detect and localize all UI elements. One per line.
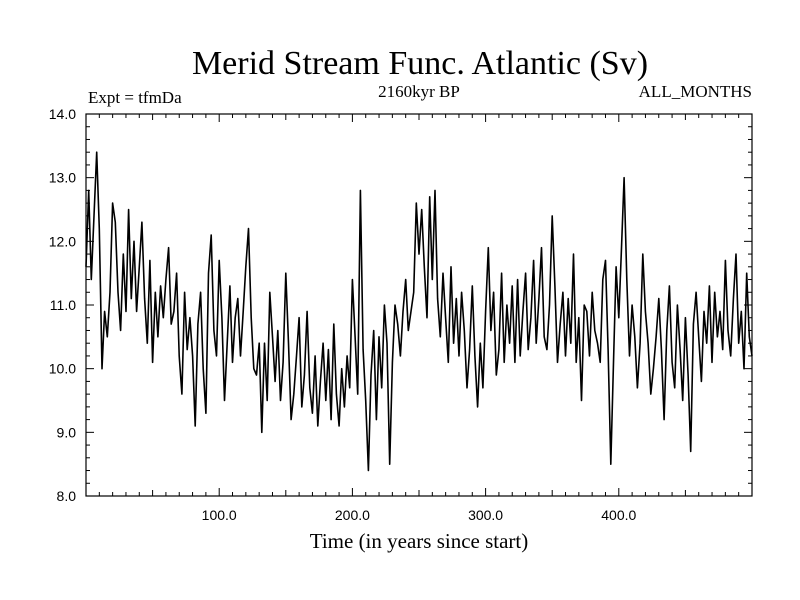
period-label: 2160kyr BP (378, 82, 460, 101)
y-tick-label: 13.0 (49, 170, 76, 186)
months-label: ALL_MONTHS (639, 82, 752, 101)
plot-frame (85, 113, 753, 497)
x-tick-label: 400.0 (601, 507, 636, 523)
x-tick-label: 100.0 (202, 507, 237, 523)
y-axis-tick-labels: 8.0 9.0 10.0 11.0 12.0 13.0 14.0 (49, 106, 76, 504)
x-axis-label: Time (in years since start) (310, 529, 529, 553)
y-tick-label: 10.0 (49, 361, 76, 377)
y-tick-label: 12.0 (49, 233, 76, 249)
x-tick-label: 200.0 (335, 507, 370, 523)
y-tick-label: 14.0 (49, 106, 76, 122)
x-tick-label: 300.0 (468, 507, 503, 523)
y-tick-label: 9.0 (57, 424, 77, 440)
y-tick-label: 11.0 (50, 297, 76, 313)
y-tick-label: 8.0 (57, 488, 77, 504)
x-axis-tick-labels: 100.0 200.0 300.0 400.0 (202, 507, 637, 523)
x-axis-ticks (98, 114, 740, 496)
experiment-label: Expt = tfmDa (88, 88, 182, 107)
series-line-merid-stream-func (85, 151, 753, 472)
chart-title: Merid Stream Func. Atlantic (Sv) (192, 45, 648, 82)
